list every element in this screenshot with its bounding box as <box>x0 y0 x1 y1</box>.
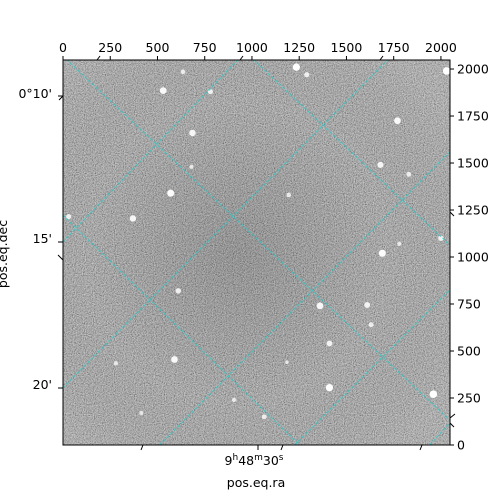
y-tick-label-500: 500 <box>457 344 481 359</box>
ra-tick-mark-top-4 <box>379 55 384 61</box>
y-pixel-axis: 0 250 500 750 1000 1250 1500 1750 2000 <box>450 62 489 453</box>
star-26 <box>325 384 334 392</box>
star-9 <box>406 171 412 177</box>
star-11 <box>167 189 175 197</box>
star-1 <box>292 63 301 71</box>
y-tick-label-250: 250 <box>457 391 481 406</box>
image-shading <box>63 60 450 445</box>
grid-line-dec-3 <box>253 60 450 246</box>
x-tick-label-750: 750 <box>193 40 217 55</box>
x-tick-label-1250: 1250 <box>283 40 315 55</box>
y-tick-label-1000: 1000 <box>457 250 489 265</box>
dec-tick-mark-left-a <box>57 254 64 261</box>
ra-tick-hours: 9 <box>225 453 233 468</box>
x-axis-title: pos.eq.ra <box>227 475 285 490</box>
image-area <box>63 60 450 445</box>
star-5 <box>207 88 213 95</box>
star-2 <box>304 72 310 78</box>
ra-tick-m-unit: m <box>254 453 263 463</box>
star-17 <box>378 249 386 257</box>
y-tick-label-1500: 1500 <box>457 156 489 171</box>
star-15 <box>438 235 444 241</box>
grid-line-ra-1 <box>63 60 239 243</box>
star-4 <box>159 87 167 94</box>
ra-tick-mark-right-1 <box>449 422 455 428</box>
x-tick-label-1000: 1000 <box>236 40 268 55</box>
dec-tick-mark-right-1 <box>449 211 455 217</box>
star-10 <box>189 164 194 169</box>
star-3 <box>180 69 186 75</box>
star-27 <box>429 390 438 399</box>
x-pixel-axis: 0 250 500 750 1000 1250 1500 1750 2000 <box>59 40 457 60</box>
ra-tick-mark-top-2 <box>96 55 101 61</box>
ra-tick-mark-top-3 <box>239 55 244 61</box>
world-coordinate-ticks <box>57 55 456 451</box>
ra-tick-seconds: 30 <box>263 453 279 468</box>
y-tick-label-1250: 1250 <box>457 203 489 218</box>
grid-line-ra-2 <box>63 60 389 389</box>
star-29 <box>139 411 144 416</box>
y-tick-label-750: 750 <box>457 297 481 312</box>
star-16 <box>397 241 402 247</box>
star-22 <box>326 340 333 347</box>
dec-tick-mark-right-2 <box>449 413 456 419</box>
star-14 <box>66 213 72 220</box>
star-24 <box>113 361 119 366</box>
x-tick-label-0: 0 <box>59 40 67 55</box>
star-30 <box>261 414 267 420</box>
grid-line-dec-1 <box>66 60 450 421</box>
stars-layer <box>66 63 450 420</box>
grid-line-ra-3 <box>159 151 450 445</box>
plot-frame <box>62 59 451 446</box>
star-20 <box>364 302 371 308</box>
star-23 <box>171 356 178 363</box>
coordinate-grid <box>63 60 450 445</box>
ra-tick-mark-bottom-1 <box>140 444 144 451</box>
star-21 <box>368 322 374 328</box>
star-12 <box>286 192 292 198</box>
star-13 <box>129 215 137 222</box>
grid-line-dec-2 <box>63 214 301 445</box>
y-tick-label-1750: 1750 <box>457 109 489 124</box>
ra-tick-label: 9h48m30s <box>225 453 284 468</box>
star-0 <box>442 67 450 75</box>
y-tick-label-2000: 2000 <box>457 62 489 77</box>
star-28 <box>231 397 237 403</box>
x-tick-label-1750: 1750 <box>378 40 410 55</box>
ra-tick-s-unit: s <box>279 453 284 463</box>
ra-tick-minutes: 48 <box>238 453 254 468</box>
ra-tick-mark-bottom-4 <box>419 444 423 451</box>
dec-tick-label-20: 20' <box>33 377 52 392</box>
star-6 <box>394 117 401 125</box>
y-tick-label-0: 0 <box>457 438 465 453</box>
ra-tick-h-unit: h <box>232 453 238 463</box>
x-tick-label-500: 500 <box>146 40 170 55</box>
dec-tick-label-10: 0°10' <box>18 86 52 101</box>
star-19 <box>316 302 324 310</box>
star-25 <box>285 360 289 365</box>
ra-tick-mark-left-a <box>58 95 64 101</box>
y-axis-title: pos.eq.dec <box>0 220 10 288</box>
star-7 <box>189 129 196 137</box>
x-tick-label-2000: 2000 <box>425 40 457 55</box>
star-8 <box>377 161 384 168</box>
ra-tick-mark-bottom-3 <box>280 444 284 451</box>
dec-tick-label-15: 15' <box>33 231 52 246</box>
star-18 <box>175 288 182 294</box>
x-tick-label-250: 250 <box>98 40 122 55</box>
grid-line-ra-4 <box>294 289 450 445</box>
x-tick-label-1500: 1500 <box>331 40 363 55</box>
